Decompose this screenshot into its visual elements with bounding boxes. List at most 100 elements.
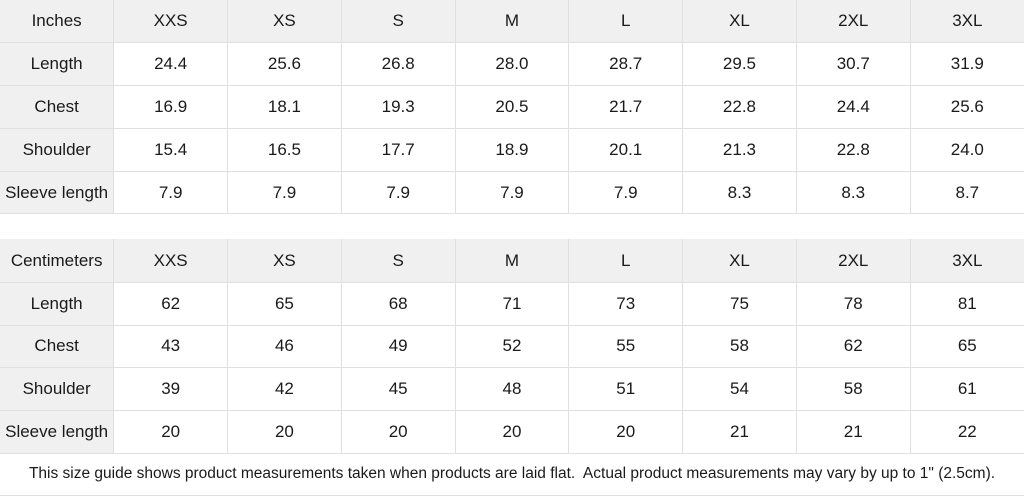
measurement-cell: 39 (113, 367, 229, 412)
measurement-cell: 16.5 (227, 127, 342, 172)
measurement-cell: 20 (568, 410, 684, 454)
measurement-cell: 21.7 (568, 85, 684, 129)
table-row: Length 62 65 68 71 73 75 78 81 (0, 281, 1024, 326)
measurement-cell: 26.8 (340, 42, 456, 87)
measurement-cell: 55 (568, 324, 684, 369)
row-label: Chest (0, 324, 115, 369)
measurement-cell: 52 (454, 324, 570, 369)
measurement-cell: 62 (113, 281, 229, 326)
measurement-cell: 8.7 (909, 170, 1024, 215)
measurement-cell: 7.9 (113, 170, 229, 215)
size-column-header: M (454, 239, 570, 283)
size-column-header: XS (227, 0, 342, 44)
row-label: Shoulder (0, 127, 115, 172)
measurement-cell: 73 (568, 281, 684, 326)
measurement-cell: 18.1 (227, 85, 342, 129)
measurement-cell: 20 (340, 410, 456, 454)
size-column-header: XL (682, 239, 797, 283)
measurement-cell: 54 (682, 367, 797, 412)
measurement-cell: 78 (795, 281, 911, 326)
measurement-cell: 49 (340, 324, 456, 369)
table-row: Sleeve length 7.9 7.9 7.9 7.9 7.9 8.3 8.3 8.7 (0, 170, 1024, 215)
measurement-cell: 75 (682, 281, 797, 326)
measurement-cell: 71 (454, 281, 570, 326)
measurement-cell: 20 (454, 410, 570, 454)
size-column-header: 2XL (795, 0, 911, 44)
measurement-cell: 24.4 (795, 85, 911, 129)
size-column-header: S (340, 239, 456, 283)
measurement-cell: 19.3 (340, 85, 456, 129)
measurement-cell: 21.3 (682, 127, 797, 172)
size-column-header: 2XL (795, 239, 911, 283)
measurement-cell: 18.9 (454, 127, 570, 172)
measurement-cell: 25.6 (909, 85, 1024, 129)
row-label: Chest (0, 85, 115, 129)
size-column-header: XXS (113, 239, 229, 283)
measurement-cell: 22.8 (682, 85, 797, 129)
size-guide-disclaimer: This size guide shows product measuremen… (0, 453, 1024, 496)
measurement-cell: 31.9 (909, 42, 1024, 87)
measurement-cell: 22 (909, 410, 1024, 454)
measurement-cell: 29.5 (682, 42, 797, 87)
measurement-cell: 58 (682, 324, 797, 369)
row-label: Sleeve length (0, 170, 115, 215)
unit-header: Inches (0, 0, 115, 44)
measurement-cell: 20 (113, 410, 229, 454)
measurement-cell: 30.7 (795, 42, 911, 87)
table-row: Shoulder 15.4 16.5 17.7 18.9 20.1 21.3 22.8 24.0 (0, 127, 1024, 172)
measurement-cell: 8.3 (795, 170, 911, 215)
row-label: Sleeve length (0, 410, 115, 454)
measurement-cell: 8.3 (682, 170, 797, 215)
row-label: Length (0, 42, 115, 87)
measurement-cell: 7.9 (227, 170, 342, 215)
size-column-header: L (568, 239, 684, 283)
measurement-cell: 68 (340, 281, 456, 326)
measurement-cell: 21 (682, 410, 797, 454)
row-label: Shoulder (0, 367, 115, 412)
measurement-cell: 28.7 (568, 42, 684, 87)
measurement-cell: 20.5 (454, 85, 570, 129)
measurement-cell: 51 (568, 367, 684, 412)
size-column-header: 3XL (909, 0, 1024, 44)
measurement-cell: 65 (909, 324, 1024, 369)
measurement-cell: 20.1 (568, 127, 684, 172)
size-column-header: XL (682, 0, 797, 44)
table-row: Chest 16.9 18.1 19.3 20.5 21.7 22.8 24.4 25.6 (0, 85, 1024, 129)
size-guide-table-inches: Inches XXS XS S M L XL 2XL 3XL Length 24.4 25.6 26.… (0, 0, 1024, 215)
measurement-cell: 7.9 (454, 170, 570, 215)
table-gap-divider (0, 214, 1024, 240)
table-row: Chest 43 46 49 52 55 58 62 65 (0, 324, 1024, 369)
measurement-cell: 21 (795, 410, 911, 454)
size-column-header: XS (227, 239, 342, 283)
unit-header: Centimeters (0, 239, 115, 283)
measurement-cell: 15.4 (113, 127, 229, 172)
measurement-cell: 42 (227, 367, 342, 412)
measurement-cell: 17.7 (340, 127, 456, 172)
measurement-cell: 81 (909, 281, 1024, 326)
table-row: Shoulder 39 42 45 48 51 54 58 61 (0, 367, 1024, 412)
row-label: Length (0, 281, 115, 326)
measurement-cell: 65 (227, 281, 342, 326)
measurement-cell: 22.8 (795, 127, 911, 172)
measurement-cell: 48 (454, 367, 570, 412)
measurement-cell: 24.0 (909, 127, 1024, 172)
size-column-header: M (454, 0, 570, 44)
measurement-cell: 24.4 (113, 42, 229, 87)
measurement-cell: 20 (227, 410, 342, 454)
size-column-header: XXS (113, 0, 229, 44)
measurement-cell: 46 (227, 324, 342, 369)
measurement-cell: 7.9 (568, 170, 684, 215)
size-column-header: L (568, 0, 684, 44)
size-column-header: S (340, 0, 456, 44)
size-guide-table-centimeters: Centimeters XXS XS S M L XL 2XL 3XL Length 62 65 68… (0, 239, 1024, 454)
measurement-cell: 45 (340, 367, 456, 412)
table-header-row: Inches XXS XS S M L XL 2XL 3XL (0, 0, 1024, 44)
measurement-cell: 62 (795, 324, 911, 369)
measurement-cell: 61 (909, 367, 1024, 412)
table-row: Sleeve length 20 20 20 20 20 21 21 22 (0, 410, 1024, 454)
measurement-cell: 16.9 (113, 85, 229, 129)
measurement-cell: 28.0 (454, 42, 570, 87)
table-header-row: Centimeters XXS XS S M L XL 2XL 3XL (0, 239, 1024, 283)
measurement-cell: 7.9 (340, 170, 456, 215)
measurement-cell: 43 (113, 324, 229, 369)
